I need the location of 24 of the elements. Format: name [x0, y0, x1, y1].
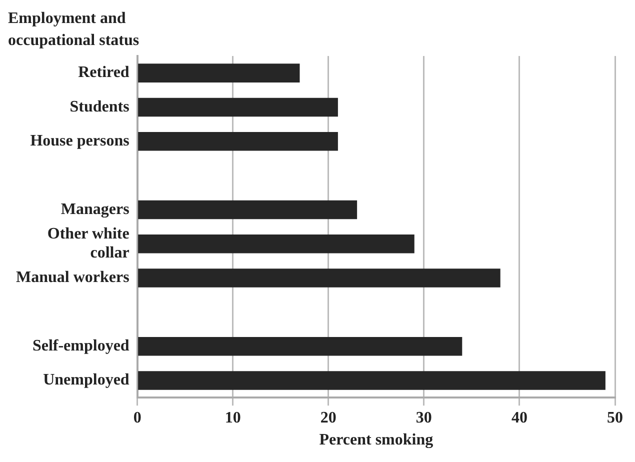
y-tick-label: Other white collar: [47, 225, 130, 262]
x-tick-label: 0: [133, 409, 142, 426]
bar: [138, 234, 414, 254]
x-tick-label: 40: [511, 409, 528, 426]
x-tick-label: 50: [607, 409, 623, 426]
x-tick-label: 20: [320, 409, 336, 426]
bar: [138, 132, 338, 151]
y-tick-label: Managers: [60, 200, 130, 218]
y-tick-label: Students: [70, 98, 130, 116]
y-tick-label: Retired: [78, 64, 130, 82]
bar: [138, 200, 358, 220]
x-axis-title: Percent smoking: [319, 432, 434, 449]
bar: [138, 336, 462, 356]
y-tick-label: Manual workers: [16, 269, 130, 286]
bar: [138, 371, 606, 390]
x-tick-label: 10: [224, 409, 241, 426]
y-tick-label: Unemployed: [43, 372, 130, 389]
y-tick-label: House persons: [30, 132, 130, 150]
bar: [138, 268, 500, 288]
x-tick-label: 30: [416, 409, 432, 426]
y-tick-label: Self-employed: [32, 338, 130, 354]
bar: [138, 64, 300, 82]
bar: [138, 98, 338, 117]
y-axis-title: Employment and occupational status: [8, 9, 140, 51]
